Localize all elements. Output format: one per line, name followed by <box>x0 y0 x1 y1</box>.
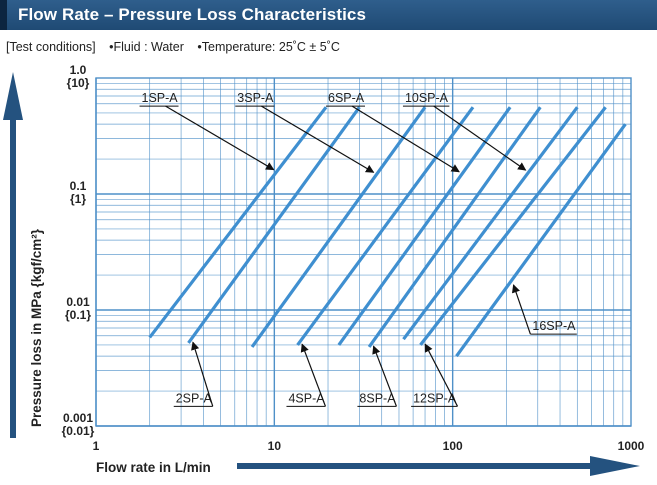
annotation-layer: 1SP-A 2SP-A 3SP-A 4SP-A 6SP-A 8SP-A 10SP-A 12SP… <box>139 91 577 407</box>
x-axis-arrow-shaft <box>237 463 595 469</box>
conditions-label: [Test conditions] <box>6 40 96 54</box>
series-label: 16SP-A <box>532 319 576 333</box>
leader-arrow <box>165 105 275 171</box>
series-label: 6SP-A <box>328 91 365 105</box>
y-tick-label: 1.0 <box>70 63 87 77</box>
title-accent <box>0 0 7 30</box>
condition-fluid: •Fluid : Water <box>109 40 184 54</box>
y-tick-label-kgf: {0.1} <box>65 308 91 322</box>
series-label: 10SP-A <box>405 91 449 105</box>
plot-frame <box>95 77 632 427</box>
series-line <box>455 123 627 358</box>
leader-arrow <box>191 341 214 407</box>
y-tick-label: 0.1 <box>70 179 87 193</box>
series-line <box>148 106 328 339</box>
leader-arrow <box>351 105 460 173</box>
leader-arrow <box>372 345 397 407</box>
y-axis-arrow-shaft <box>10 118 16 438</box>
x-axis-title: Flow rate in L/min <box>96 460 211 475</box>
series-line <box>250 106 427 348</box>
series-label: 8SP-A <box>359 391 396 405</box>
leader-arrow <box>511 284 531 335</box>
grid-layer <box>95 77 632 427</box>
leader-arrow <box>300 343 327 407</box>
y-axis-title: Pressure loss in MPa {kgf/cm²} <box>29 228 44 427</box>
title-bar: Flow Rate – Pressure Loss Characteristic… <box>0 0 657 30</box>
y-tick-label-kgf: {1} <box>70 192 86 206</box>
leader-arrow <box>433 105 527 171</box>
series-line <box>402 106 579 341</box>
leader-arrow <box>424 343 459 407</box>
x-tick-label: 1000 <box>618 439 645 453</box>
series-layer <box>148 106 627 358</box>
y-tick-label-kgf: {0.01} <box>62 424 95 438</box>
axis-layer: Pressure loss in MPa {kgf/cm²} Flow rate… <box>3 72 640 476</box>
series-line <box>296 106 475 346</box>
series-label: 3SP-A <box>237 91 274 105</box>
series-label: 1SP-A <box>142 91 179 105</box>
leader-arrow <box>261 105 375 173</box>
x-tick-label: 1 <box>93 439 100 453</box>
series-label: 4SP-A <box>288 391 325 405</box>
series-line <box>337 106 512 346</box>
y-tick-label-kgf: {10} <box>67 76 90 90</box>
x-tick-label: 10 <box>268 439 282 453</box>
tick-layer: 1 10 100 1000 1.0{10} 0.1{1} 0.01{0.1} 0.001{0.… <box>62 63 645 453</box>
x-tick-label: 100 <box>443 439 463 453</box>
condition-temperature: •Temperature: 25˚C ± 5˚C <box>197 40 340 54</box>
y-axis-arrow-head <box>3 72 23 120</box>
series-line <box>419 106 607 346</box>
y-tick-label: 0.001 <box>63 411 93 425</box>
x-axis-arrow-head <box>590 456 640 476</box>
series-line <box>367 106 542 348</box>
chart-title: Flow Rate – Pressure Loss Characteristic… <box>18 5 367 24</box>
series-label: 2SP-A <box>176 391 213 405</box>
series-label: 12SP-A <box>413 391 457 405</box>
test-conditions: [Test conditions] •Fluid : Water •Temper… <box>6 40 350 54</box>
y-tick-label: 0.01 <box>66 295 90 309</box>
